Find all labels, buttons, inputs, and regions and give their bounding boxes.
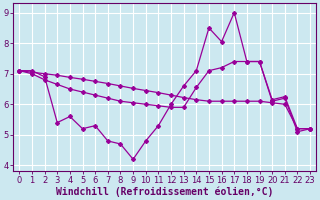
- X-axis label: Windchill (Refroidissement éolien,°C): Windchill (Refroidissement éolien,°C): [56, 186, 273, 197]
